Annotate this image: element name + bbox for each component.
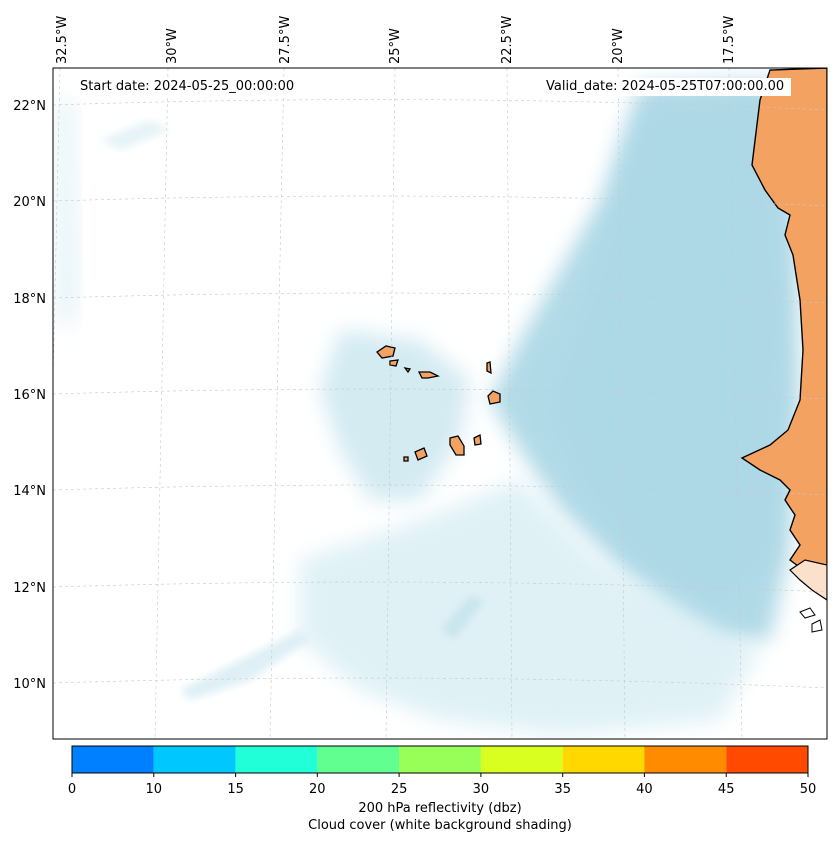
cloud-island-haze (320, 330, 470, 500)
island-santa-luzia (403, 367, 412, 374)
start-date-label: Start date: 2024-05-25_00:00:00 (73, 78, 302, 96)
colorbar-title: 200 hPa reflectivity (dbz) (358, 801, 522, 816)
colorbar-tick-label: 10 (146, 782, 163, 797)
meridian (506, 68, 513, 739)
island-sao-nicolau (417, 371, 440, 379)
parallel (53, 195, 827, 207)
colorbar-tick-label: 0 (68, 782, 76, 797)
meridian (154, 68, 169, 739)
colorbar-segment (153, 746, 236, 773)
meridian (269, 68, 285, 739)
island-santo-antao (376, 345, 396, 359)
cloud-streak-2 (180, 630, 310, 700)
island-santiago (449, 435, 465, 456)
lat-label: 10°N (13, 677, 46, 692)
cloud-west-haze (55, 100, 80, 330)
lat-label: 20°N (13, 195, 46, 210)
lon-label: 30°W (165, 28, 180, 64)
colorbar-segment (480, 746, 563, 773)
bissagos-islands (799, 607, 823, 633)
parallel (53, 484, 827, 496)
cloud-streak-3 (100, 120, 170, 150)
colorbar-tick-label: 25 (391, 782, 408, 797)
colorbar-tick-label: 45 (718, 782, 735, 797)
colorbar-tick-labels: 0 10 15 20 25 30 35 40 45 50 (68, 782, 816, 797)
map-frame (52, 67, 828, 740)
colorbar-ticks (71, 773, 809, 777)
lat-label: 16°N (13, 388, 46, 403)
colorbar-segment (235, 746, 318, 773)
map-panel (53, 68, 827, 739)
colorbar-segment (72, 746, 154, 773)
cloud-band-inner (550, 100, 780, 600)
parallel (53, 292, 827, 304)
lat-label: 22°N (13, 99, 46, 114)
lat-label: 18°N (13, 292, 46, 307)
island-brava (403, 456, 409, 462)
parallel (53, 99, 827, 111)
mainland-africa-south (789, 559, 827, 601)
colorbar-tick-label: 20 (309, 782, 326, 797)
colorbar-tick-label: 35 (554, 782, 571, 797)
mainland-africa (740, 68, 827, 581)
cloud-cover-shading (55, 80, 800, 735)
island-boa-vista (487, 390, 501, 405)
lon-label: 27.5°W (278, 16, 293, 64)
lon-label: 17.5°W (722, 16, 737, 64)
colorbar-segment (562, 746, 645, 773)
valid-date-label: Valid_date: 2024-05-25T07:00:00.00 (539, 78, 792, 96)
island-fogo (414, 447, 428, 461)
parallel (53, 388, 827, 400)
meridian (385, 68, 396, 739)
colorbar-segments (72, 746, 808, 773)
colorbar-segment (317, 746, 400, 773)
parallel (53, 581, 827, 593)
graticule (53, 68, 827, 739)
lon-label: 25°W (388, 28, 403, 64)
cape-verde-islands (376, 345, 501, 462)
island-sal (486, 361, 492, 375)
parallel (53, 677, 827, 689)
colorbar-segment (644, 746, 727, 773)
lon-label: 22.5°W (500, 16, 515, 64)
colorbar-tick-label: 15 (227, 782, 244, 797)
colorbar-tick-label: 40 (636, 782, 653, 797)
colorbar-tick-label: 30 (473, 782, 490, 797)
meridian (728, 68, 743, 739)
colorbar-subtitle: Cloud cover (white background shading) (308, 818, 572, 833)
colorbar-segment (399, 746, 481, 773)
colorbar-segment (726, 746, 808, 773)
colorbar: 0 10 15 20 25 30 35 40 45 50 (68, 745, 816, 797)
lon-label: 32.5°W (55, 16, 70, 64)
longitude-labels: 32.5°W 30°W 27.5°W 25°W 22.5°W 20°W 17.5… (55, 16, 737, 64)
cloud-streak-1 (440, 595, 485, 640)
lat-label: 12°N (13, 581, 46, 596)
island-maio (473, 434, 482, 446)
lon-label: 20°W (611, 28, 626, 64)
meridian (617, 68, 626, 739)
lat-label: 14°N (13, 484, 46, 499)
island-sao-vicente (389, 359, 399, 367)
cloud-south-haze (300, 480, 760, 735)
latitude-labels: 22°N 20°N 18°N 16°N 14°N 12°N 10°N (13, 99, 46, 692)
colorbar-frame (71, 745, 809, 774)
colorbar-tick-label: 50 (800, 782, 817, 797)
